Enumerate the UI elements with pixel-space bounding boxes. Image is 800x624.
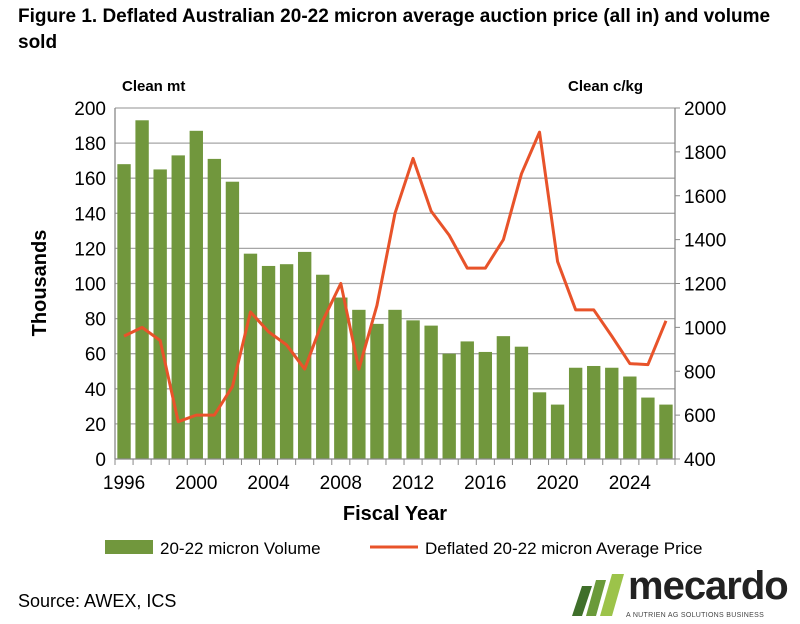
bar-2015: [460, 341, 474, 459]
left-tick-label: 100: [74, 275, 106, 296]
bar-2017: [496, 336, 511, 459]
left-axis-unit: Clean mt: [122, 78, 186, 95]
left-tick-label: 200: [74, 99, 106, 120]
chart: Thousands Fiscal Year 0 20 40 60 80 100 120 140…: [29, 99, 726, 558]
left-tick-label: 80: [85, 310, 106, 331]
y-axis-label: Thousands: [29, 230, 51, 337]
legend-bar-swatch: [105, 540, 153, 554]
bar-2003: [243, 253, 258, 459]
bar-2002: [225, 181, 240, 459]
right-tick-label: 400: [684, 450, 716, 471]
left-tick-label: 120: [74, 239, 106, 260]
bar-2007: [316, 274, 330, 459]
logo-tagline: A NUTRIEN AG SOLUTIONS BUSINESS: [626, 612, 765, 619]
bar-2018: [514, 346, 529, 459]
x-tick-label: 2004: [247, 473, 290, 494]
bar-2010: [370, 323, 384, 459]
left-tick-label: 0: [95, 450, 106, 471]
bar-2023: [605, 367, 619, 459]
bar-1997: [135, 120, 149, 459]
bar-2022: [587, 365, 601, 459]
left-tick-label: 160: [74, 169, 106, 190]
x-tick-label: 2008: [320, 473, 362, 494]
bar-2025: [641, 397, 655, 459]
right-tick-label: 1000: [684, 318, 726, 339]
x-tick-label: 2016: [464, 473, 506, 494]
x-tick-label: 1996: [103, 473, 145, 494]
logo-wordmark: mecardo: [628, 564, 789, 608]
bar-2009: [352, 309, 366, 459]
left-tick-label: 140: [74, 204, 106, 225]
right-tick-label: 1400: [684, 231, 726, 252]
bar-2006: [297, 251, 312, 459]
bar-2013: [424, 325, 438, 459]
bar-2005: [279, 264, 294, 459]
bar-2000: [189, 130, 203, 459]
right-tick-label: 1800: [684, 143, 726, 164]
right-tick-label: 1200: [684, 275, 726, 296]
left-tick-label: 180: [74, 134, 106, 155]
bar-2004: [261, 265, 276, 459]
x-tick-label: 2000: [175, 473, 217, 494]
x-tick-label: 2012: [392, 473, 434, 494]
bar-1999: [171, 155, 185, 459]
left-tick-label: 40: [85, 380, 106, 401]
right-tick-label: 1600: [684, 187, 726, 208]
left-tick-label: 60: [85, 345, 106, 366]
bar-2020: [550, 404, 565, 459]
legend-volume: 20-22 micron Volume: [160, 539, 321, 558]
bar-2012: [406, 320, 420, 459]
x-axis-label: Fiscal Year: [343, 503, 447, 525]
mecardo-logo-icon: [572, 574, 624, 616]
right-axis-unit: Clean c/kg: [568, 78, 644, 95]
bar-1996: [117, 164, 131, 459]
chart-title: Figure 1. Deflated Australian 20-22 micr…: [18, 6, 771, 53]
x-tick-label: 2020: [536, 473, 578, 494]
bar-2021: [568, 367, 583, 459]
left-tick-label: 20: [85, 415, 106, 436]
bar-2011: [388, 309, 402, 459]
bar-1998: [153, 169, 167, 460]
bar-2019: [532, 392, 547, 459]
right-tick-label: 800: [684, 362, 716, 383]
bar-2008: [334, 297, 348, 459]
bar-2016: [478, 351, 493, 459]
bar-2024: [623, 376, 637, 459]
bar-2014: [442, 353, 456, 459]
bar-2026: [659, 404, 673, 459]
x-tick-label: 2024: [609, 473, 652, 494]
right-tick-label: 2000: [684, 99, 726, 120]
source-note: Source: AWEX, ICS: [18, 591, 177, 611]
right-tick-label: 600: [684, 406, 716, 427]
legend-price: Deflated 20-22 micron Average Price: [425, 539, 703, 558]
bar-2001: [207, 158, 222, 459]
